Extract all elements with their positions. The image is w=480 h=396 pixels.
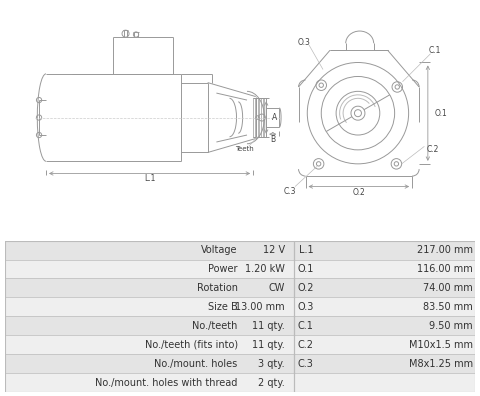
Bar	[5, 278, 475, 297]
Bar	[5, 316, 475, 335]
Bar	[5, 241, 475, 259]
Bar	[5, 373, 475, 392]
Text: C.2: C.2	[427, 145, 439, 154]
Text: 217.00 mm: 217.00 mm	[417, 245, 473, 255]
Text: L.1: L.1	[144, 174, 155, 183]
Text: 1.20 kW: 1.20 kW	[245, 264, 285, 274]
Text: 2 qty.: 2 qty.	[258, 377, 285, 388]
Text: M8x1.25 mm: M8x1.25 mm	[409, 359, 473, 369]
Text: 3 qty.: 3 qty.	[258, 359, 285, 369]
Text: No./mount. holes with thread: No./mount. holes with thread	[95, 377, 238, 388]
Bar	[5, 354, 475, 373]
Text: C.1: C.1	[298, 321, 314, 331]
Text: 11 qty.: 11 qty.	[252, 340, 285, 350]
Text: No./teeth: No./teeth	[192, 321, 238, 331]
Text: 9.50 mm: 9.50 mm	[429, 321, 473, 331]
Text: O.1: O.1	[435, 109, 447, 118]
Text: C.3: C.3	[298, 359, 314, 369]
Text: Size B: Size B	[208, 302, 238, 312]
Bar	[5, 335, 475, 354]
Text: Teeth: Teeth	[235, 146, 254, 152]
Text: 13.00 mm: 13.00 mm	[235, 302, 285, 312]
Bar	[5, 297, 475, 316]
Text: 74.00 mm: 74.00 mm	[423, 283, 473, 293]
Text: 12 V: 12 V	[263, 245, 285, 255]
Text: O.2: O.2	[298, 283, 314, 293]
Text: 11 qty.: 11 qty.	[252, 321, 285, 331]
Text: C.2: C.2	[298, 340, 314, 350]
Text: CW: CW	[268, 283, 285, 293]
Text: O.3: O.3	[297, 38, 310, 47]
Bar	[5, 259, 475, 278]
Text: 116.00 mm: 116.00 mm	[417, 264, 473, 274]
Text: Voltage: Voltage	[201, 245, 238, 255]
Text: No./mount. holes: No./mount. holes	[155, 359, 238, 369]
Text: C.1: C.1	[429, 46, 441, 55]
Text: M10x1.5 mm: M10x1.5 mm	[409, 340, 473, 350]
Text: Power: Power	[208, 264, 238, 274]
Text: A: A	[272, 113, 277, 122]
Text: Rotation: Rotation	[197, 283, 238, 293]
Text: O.1: O.1	[298, 264, 314, 274]
Text: C.3: C.3	[284, 187, 296, 196]
Text: B: B	[270, 135, 276, 144]
Text: O.3: O.3	[298, 302, 314, 312]
Text: No./teeth (fits into): No./teeth (fits into)	[144, 340, 238, 350]
Text: L.1: L.1	[299, 245, 313, 255]
Text: 83.50 mm: 83.50 mm	[423, 302, 473, 312]
Text: O.2: O.2	[352, 188, 365, 197]
